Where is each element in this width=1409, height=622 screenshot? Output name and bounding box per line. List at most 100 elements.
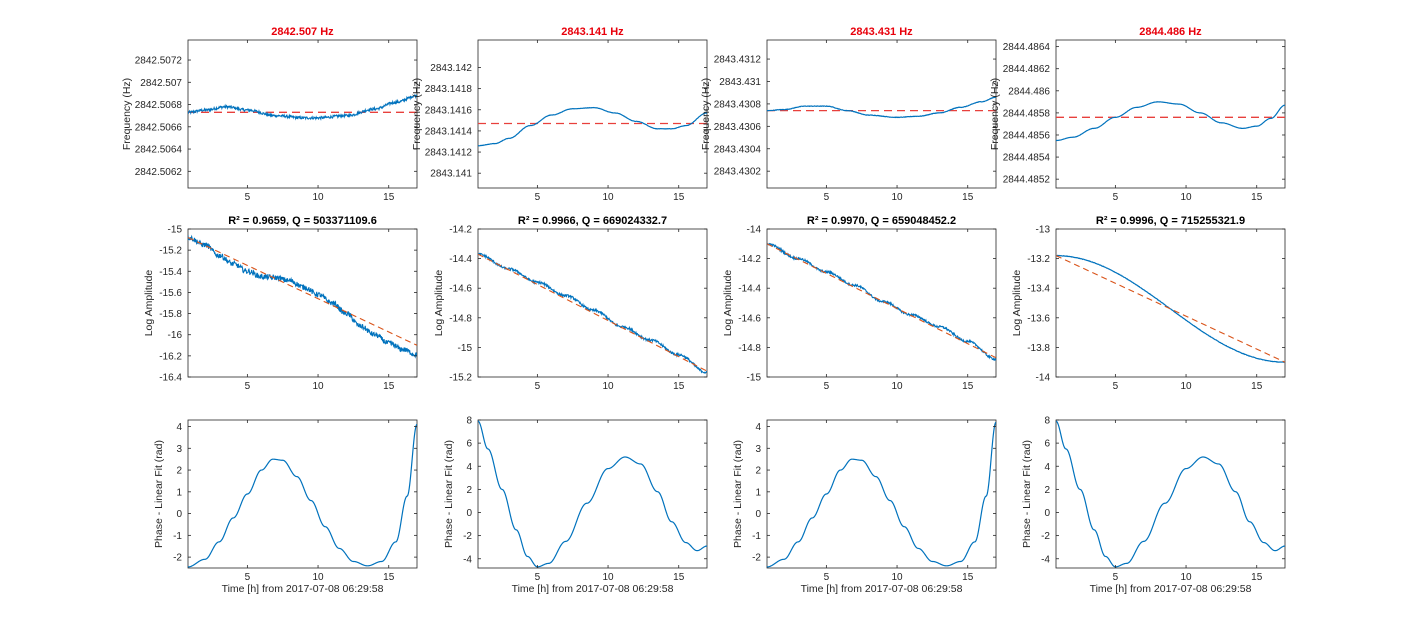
y-tick-label: 8: [1044, 416, 1050, 427]
subplot-freq-2: 5 10 15 2843.141 2843.1412 2843.1414 2843.1416…: [411, 26, 708, 203]
x-tick-label: 15: [962, 192, 974, 203]
subplot-phase-4: 5 10 15 -4 -2 0 2 4 6 8 Phase - Linear Fit (rad) Ti…: [1021, 416, 1286, 595]
x-tick-label: 10: [891, 381, 903, 392]
y-tick-label: 2842.5062: [135, 167, 183, 178]
series-phase-3-0: [767, 421, 996, 568]
y-tick-label: -14: [1036, 373, 1051, 384]
y-tick-label: 1: [755, 487, 761, 498]
x-tick-label: 15: [383, 572, 395, 583]
y-axis-label: Log Amplitude: [722, 270, 734, 337]
y-tick-label: 2844.4864: [1003, 42, 1051, 53]
y-tick-label: -16.2: [159, 351, 182, 362]
y-tick-label: -14.6: [738, 313, 761, 324]
y-axis-label: Phase - Linear Fit (rad): [443, 440, 455, 548]
subplot-amp-4: 5 10 15 -14 -13.8 -13.6 -13.4 -13.2 -13 Log Ampli…: [1011, 215, 1286, 392]
y-tick-label: 2843.142: [430, 63, 472, 74]
y-tick-label: -2: [463, 531, 472, 542]
subplot-title: R² = 0.9996, Q = 715255321.9: [1096, 215, 1245, 227]
y-tick-label: 2: [466, 485, 472, 496]
y-tick-label: -15: [458, 343, 473, 354]
y-tick-label: 2844.4858: [1003, 108, 1051, 119]
x-tick-label: 15: [1251, 192, 1263, 203]
x-tick-label: 15: [383, 192, 395, 203]
x-tick-label: 5: [245, 381, 251, 392]
y-axis-label: Frequency (Hz): [989, 78, 1001, 150]
series-phase-1-0: [188, 423, 417, 568]
x-tick-label: 15: [962, 572, 974, 583]
x-tick-label: 5: [1113, 572, 1119, 583]
y-tick-label: 3: [755, 444, 761, 455]
subplot-freq-1: 5 10 15 2842.5062 2842.5064 2842.5066 2842.506…: [121, 26, 418, 203]
subplot-phase-1: 5 10 15 -2 -1 0 1 2 3 4 Phase - Linear Fit (rad) Ti…: [153, 419, 418, 595]
subplot-title: 2844.486 Hz: [1139, 26, 1202, 38]
y-tick-label: -14.6: [449, 284, 472, 295]
y-tick-label: 2842.5064: [135, 145, 183, 156]
plot-frame: [187, 39, 418, 189]
plot-frame: [766, 39, 997, 189]
subplot-title: 2842.507 Hz: [271, 26, 334, 38]
x-tick-label: 5: [535, 572, 541, 583]
y-tick-label: -13.8: [1027, 343, 1050, 354]
y-axis-label: Log Amplitude: [1011, 270, 1023, 337]
y-tick-label: -14.2: [738, 254, 761, 265]
y-tick-label: -13: [1036, 225, 1051, 236]
series-amp-1-0: [188, 234, 417, 359]
y-tick-label: 2843.1418: [425, 84, 473, 95]
y-tick-label: 1: [176, 487, 182, 498]
x-tick-label: 15: [673, 572, 685, 583]
y-tick-label: -2: [173, 553, 182, 564]
y-tick-label: 3: [176, 444, 182, 455]
x-tick-label: 5: [535, 192, 541, 203]
x-tick-label: 10: [602, 192, 614, 203]
x-tick-label: 10: [312, 192, 324, 203]
y-axis-label: Frequency (Hz): [411, 78, 423, 150]
x-tick-label: 15: [673, 192, 685, 203]
y-tick-label: 2843.4306: [714, 122, 762, 133]
y-tick-label: -15.2: [449, 373, 472, 384]
y-axis-label: Phase - Linear Fit (rad): [732, 440, 744, 548]
plot-frame: [477, 228, 708, 378]
x-tick-label: 10: [891, 572, 903, 583]
y-tick-label: 2842.5068: [135, 100, 183, 111]
y-axis-label: Log Amplitude: [433, 270, 445, 337]
subplot-title: 2843.141 Hz: [561, 26, 624, 38]
y-tick-label: -15: [747, 373, 762, 384]
y-tick-label: -15.6: [159, 288, 182, 299]
y-tick-label: -4: [463, 554, 472, 565]
subplot-amp-1: 5 10 15 -16.4 -16.2 -16 -15.8 -15.6 -15.4 -15.2 -1…: [143, 215, 418, 392]
y-tick-label: 2843.431: [719, 77, 761, 88]
x-axis-label: Time [h] from 2017-07-08 06:29:58: [222, 583, 384, 595]
series-freq-1-0: [188, 94, 417, 121]
y-tick-label: 8: [466, 416, 472, 427]
x-tick-label: 5: [824, 192, 830, 203]
y-tick-label: -14.8: [738, 343, 761, 354]
y-tick-label: -14: [747, 225, 762, 236]
y-tick-label: 4: [466, 462, 472, 473]
y-tick-label: -13.6: [1027, 313, 1050, 324]
subplot-phase-2: 5 10 15 -4 -2 0 2 4 6 8 Phase - Linear Fit (rad) Ti…: [443, 416, 708, 595]
y-axis-label: Frequency (Hz): [700, 78, 712, 150]
x-tick-label: 10: [1180, 381, 1192, 392]
x-tick-label: 10: [312, 381, 324, 392]
plot-frame: [477, 39, 708, 189]
y-tick-label: -15.8: [159, 309, 182, 320]
x-tick-label: 15: [1251, 381, 1263, 392]
y-tick-label: 2843.1412: [425, 148, 473, 159]
x-tick-label: 15: [962, 381, 974, 392]
x-tick-label: 10: [891, 192, 903, 203]
y-tick-label: 2: [755, 466, 761, 477]
subplot-title: 2843.431 Hz: [850, 26, 913, 38]
y-tick-label: 2842.5066: [135, 122, 183, 133]
subplot-phase-3: 5 10 15 -2 -1 0 1 2 3 4 Phase - Linear Fit (rad) Ti…: [732, 419, 997, 595]
series-freq-2-0: [478, 106, 707, 147]
y-tick-label: -16.4: [159, 373, 182, 384]
y-tick-label: -16: [168, 330, 183, 341]
series-amp-2-0: [478, 252, 707, 374]
series-phase-2-0: [478, 420, 707, 568]
y-tick-label: 4: [176, 422, 182, 433]
y-tick-label: 0: [755, 509, 761, 520]
y-tick-label: -2: [1041, 531, 1050, 542]
y-tick-label: 2843.1414: [425, 126, 473, 137]
y-tick-label: -1: [752, 531, 761, 542]
